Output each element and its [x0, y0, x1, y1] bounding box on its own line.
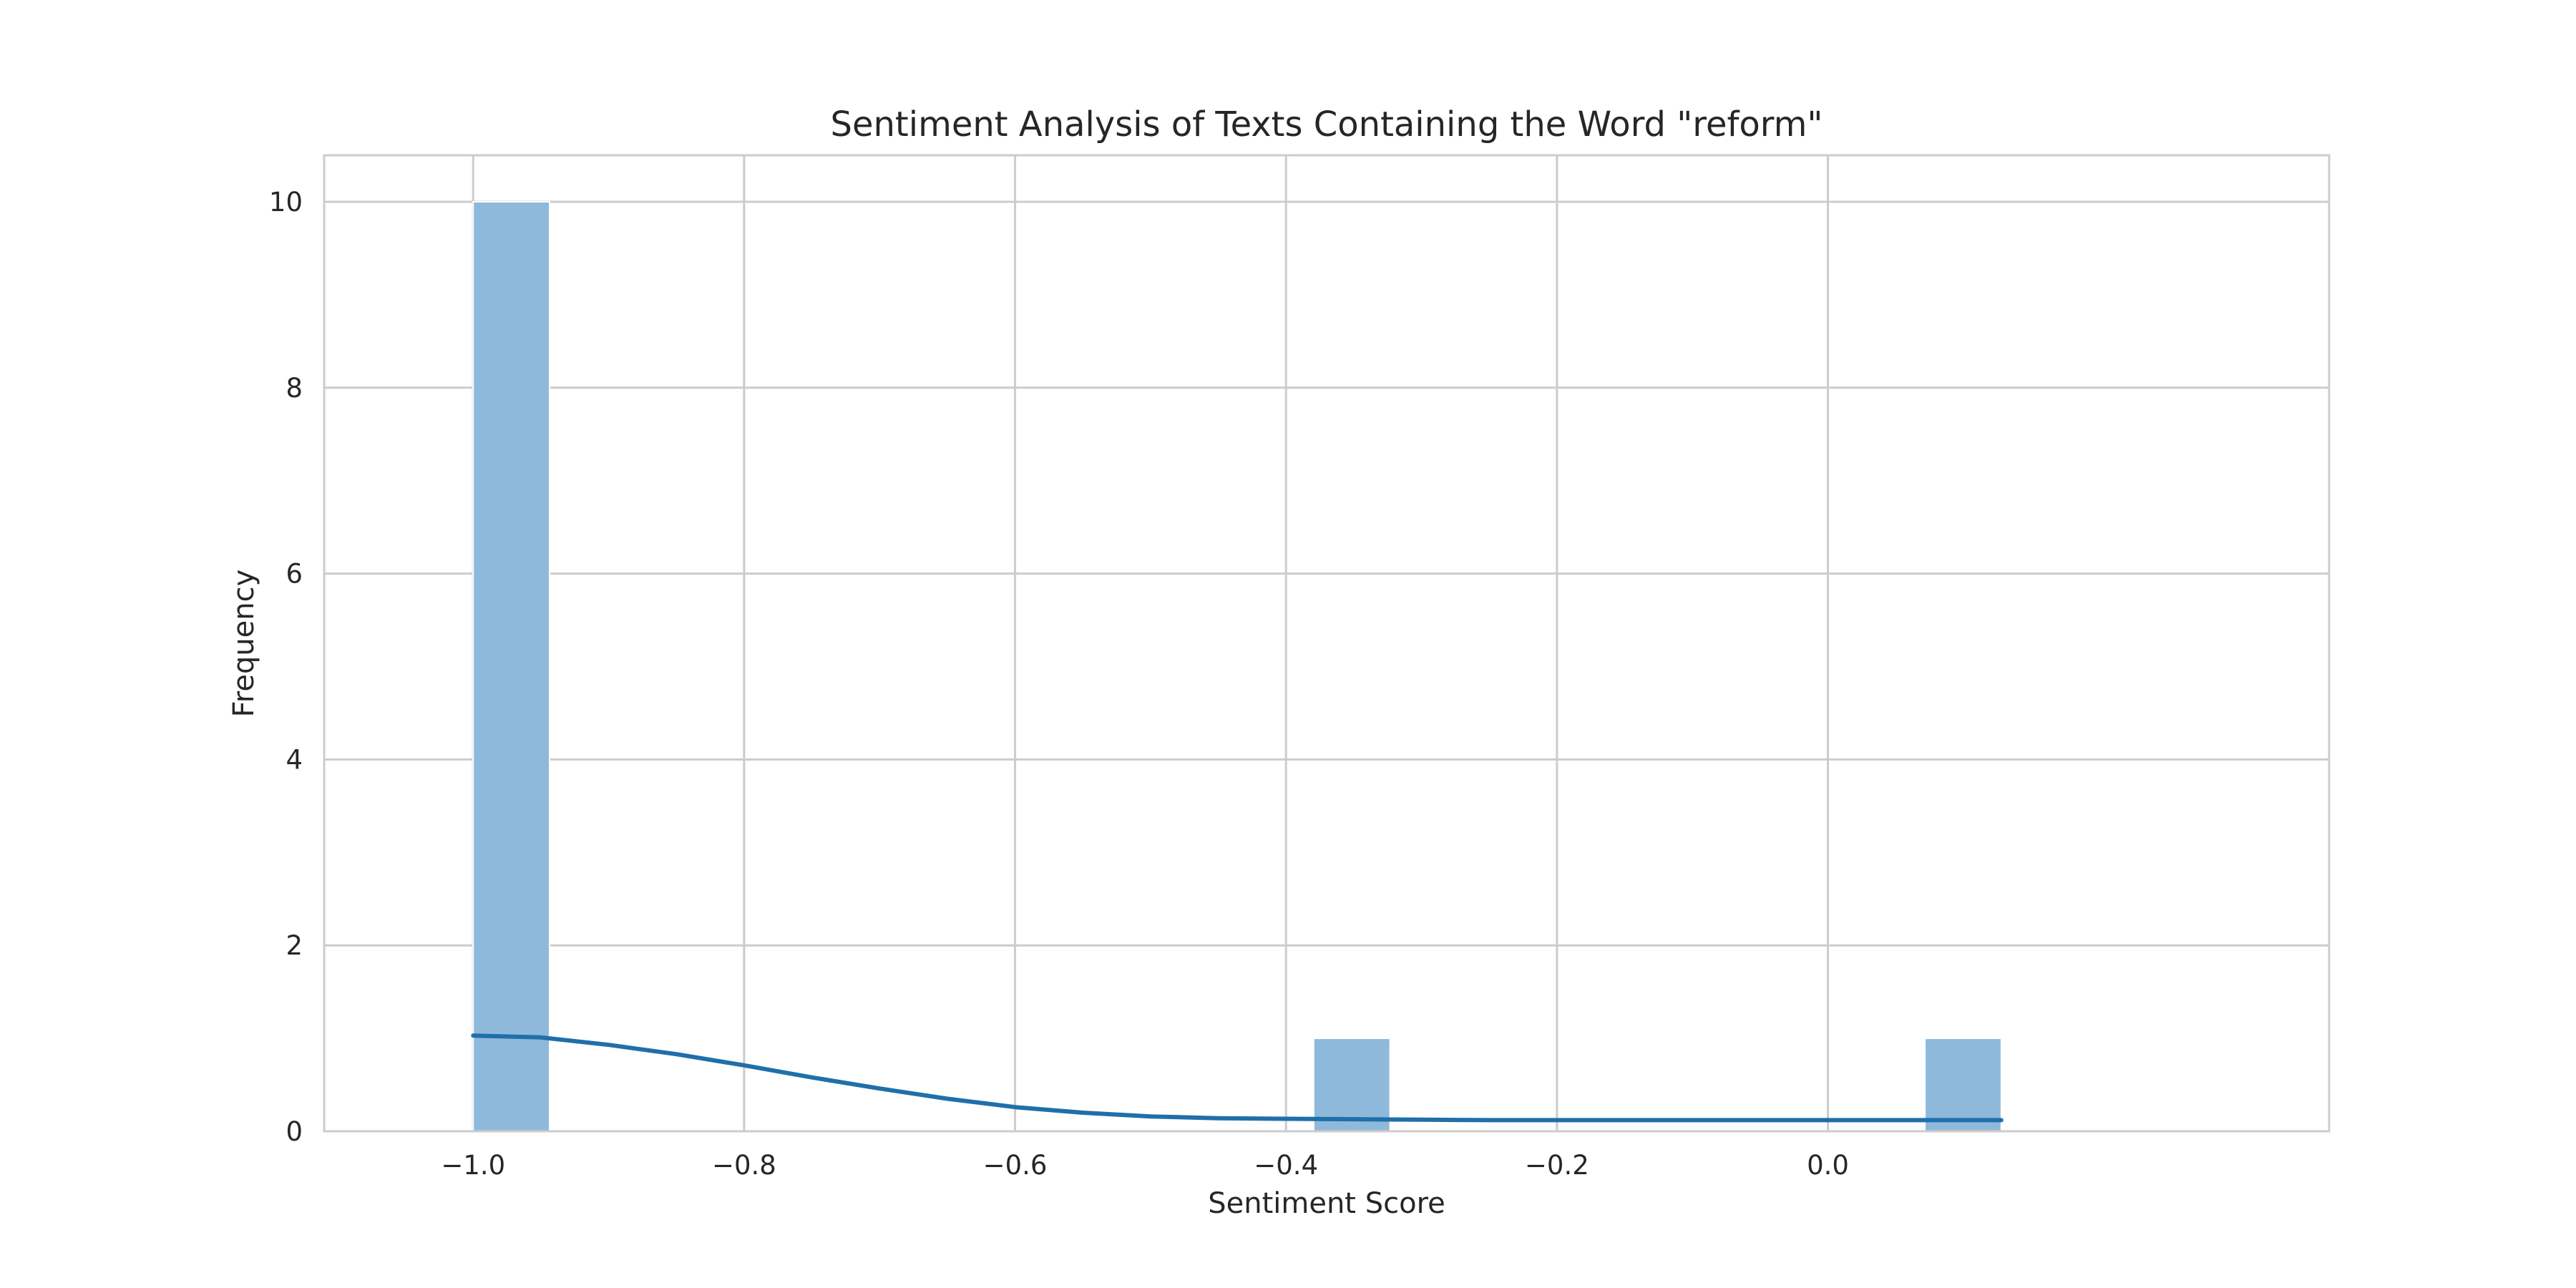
y-tick-label: 4	[286, 744, 303, 775]
y-tick-label: 10	[269, 187, 303, 218]
x-axis-ticks: −1.0 −0.8 −0.6 −0.4 −0.2 0.0	[441, 1150, 1849, 1181]
plot-frame	[323, 154, 2331, 1133]
y-tick-label: 8	[286, 373, 303, 404]
y-axis-ticks: 0 2 4 6 8 10	[269, 187, 303, 1147]
x-tick-label: −1.0	[441, 1150, 505, 1181]
kde-curve	[471, 1033, 2004, 1123]
plot-area	[324, 155, 2329, 1131]
histogram-bar	[1924, 1038, 2002, 1132]
histogram-bar	[472, 200, 551, 1132]
x-tick-label: −0.6	[983, 1150, 1048, 1181]
y-tick-label: 2	[286, 930, 303, 961]
y-tick-label: 6	[286, 559, 303, 590]
y-axis-label: Frequency	[228, 570, 260, 718]
y-tick-label: 0	[286, 1116, 303, 1147]
x-tick-label: −0.4	[1254, 1150, 1318, 1181]
x-tick-label: −0.8	[712, 1150, 776, 1181]
x-tick-label: 0.0	[1807, 1150, 1849, 1181]
histogram-bars	[472, 200, 2002, 1132]
chart-title: Sentiment Analysis of Texts Containing t…	[831, 104, 1823, 145]
x-tick-label: −0.2	[1525, 1150, 1589, 1181]
x-axis-label: Sentiment Score	[1208, 1187, 1445, 1220]
histogram-bar	[1312, 1038, 1391, 1132]
